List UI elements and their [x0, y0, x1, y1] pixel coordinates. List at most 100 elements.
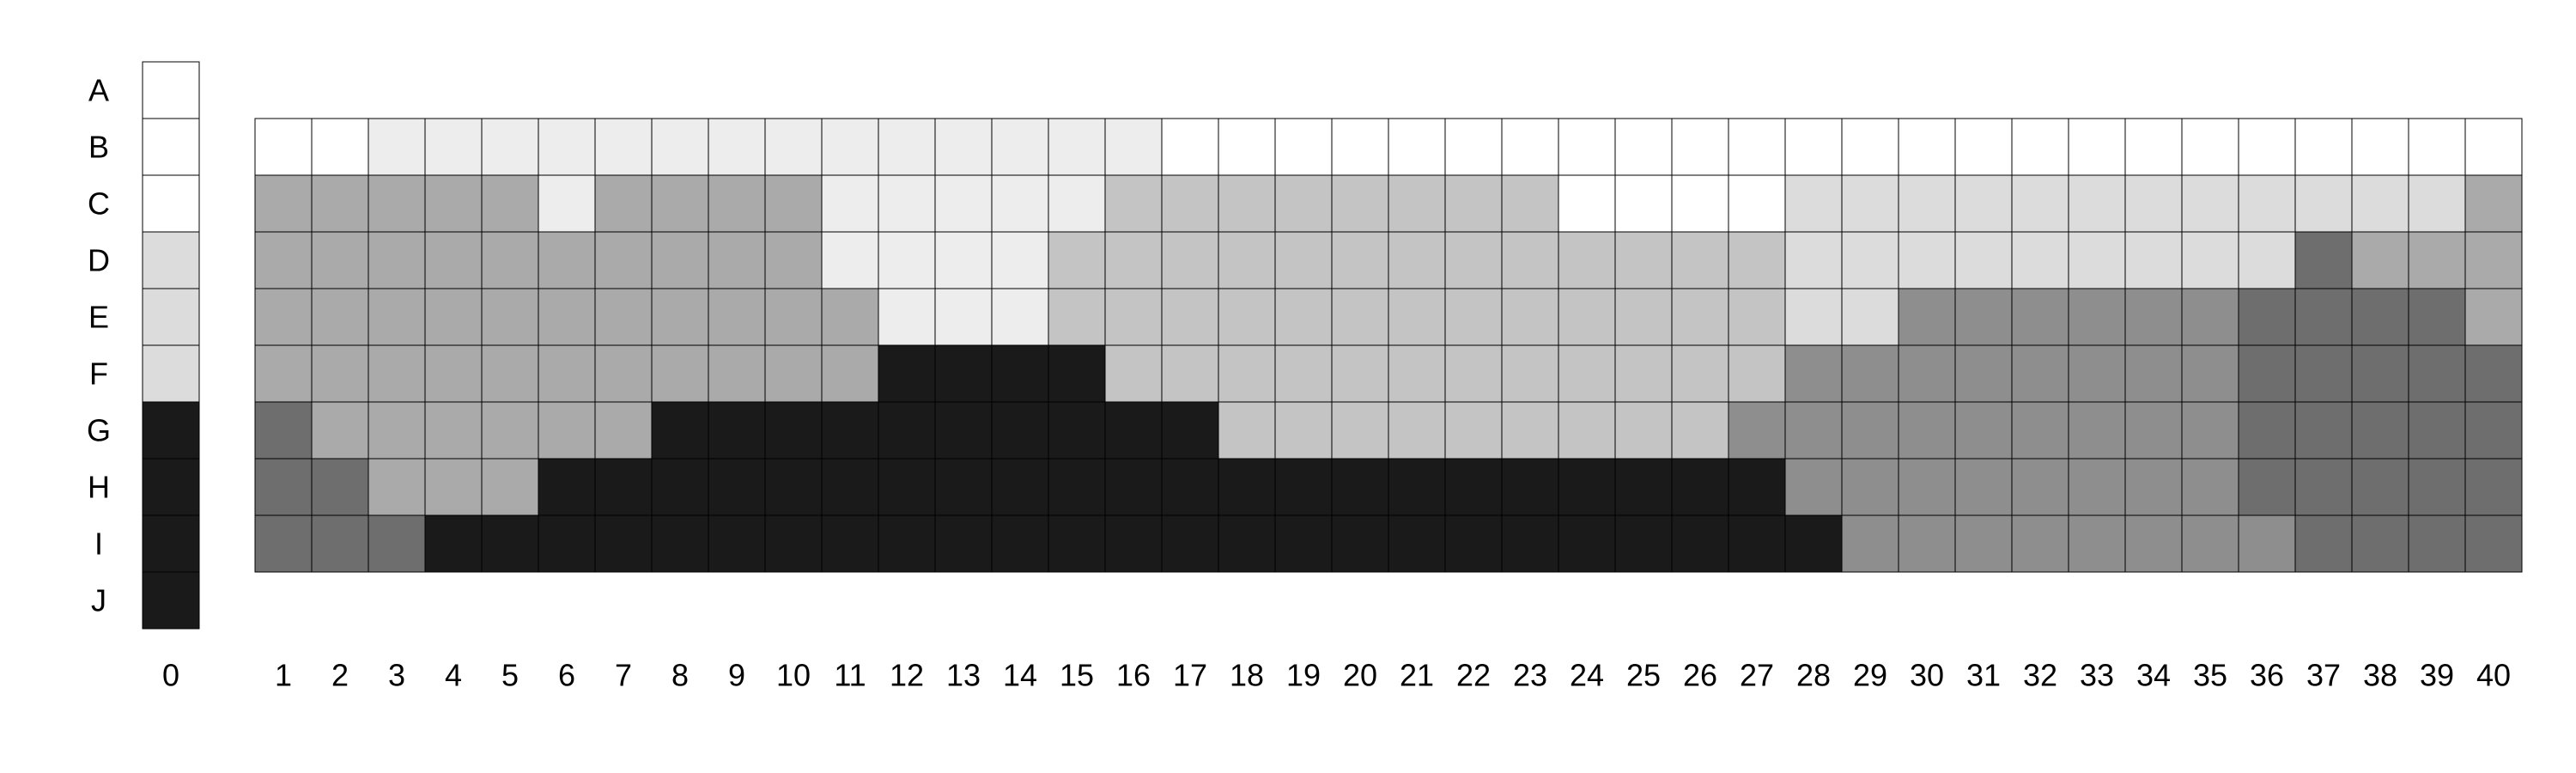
- heatmap-cell-g-4: [424, 401, 483, 460]
- heatmap-cell-h-35: [2181, 458, 2239, 516]
- column-label-31: 31: [1966, 658, 2001, 693]
- heatmap-cell-h-32: [2011, 458, 2069, 516]
- heatmap-cell-c-7: [594, 174, 653, 233]
- heatmap-cell-i-15: [1048, 514, 1106, 573]
- heatmap-cell-d-32: [2011, 231, 2069, 289]
- column-label-34: 34: [2136, 658, 2171, 693]
- heatmap-cell-h-13: [934, 458, 993, 516]
- heatmap-cell-b-40: [2464, 118, 2523, 176]
- heatmap-cell-c-35: [2181, 174, 2239, 233]
- heatmap-cell-e-25: [1614, 288, 1673, 346]
- heatmap-cell-b-22: [1444, 118, 1503, 176]
- column-label-35: 35: [2193, 658, 2227, 693]
- heatmap-cell-e-27: [1728, 288, 1786, 346]
- heatmap-cell-f-27: [1728, 344, 1786, 403]
- heatmap-cell-i-11: [821, 514, 879, 573]
- heatmap-cell-i-28: [1784, 514, 1843, 573]
- heatmap-cell-c-20: [1331, 174, 1389, 233]
- heatmap-cell-i-37: [2294, 514, 2353, 573]
- heatmap-matrix: [254, 118, 2523, 573]
- heatmap-cell-e-5: [481, 288, 539, 346]
- heatmap-cell-e-17: [1161, 288, 1219, 346]
- heatmap-cell-f-28: [1784, 344, 1843, 403]
- heatmap-cell-d-5: [481, 231, 539, 289]
- heatmap-cell-e-1: [254, 288, 313, 346]
- heatmap-cell-d-25: [1614, 231, 1673, 289]
- heatmap-cell-c-34: [2124, 174, 2183, 233]
- heatmap-cell-i-7: [594, 514, 653, 573]
- heatmap-cell-e-3: [368, 288, 426, 346]
- heatmap-cell-d-4: [424, 231, 483, 289]
- heatmap-cell-g-9: [708, 401, 766, 460]
- column-label-22: 22: [1456, 658, 1491, 693]
- column-label-19: 19: [1286, 658, 1321, 693]
- heatmap-cell-f-39: [2408, 344, 2466, 403]
- column-label-1: 1: [275, 658, 292, 693]
- heatmap-cell-b-33: [2068, 118, 2126, 176]
- heatmap-cell-g-26: [1671, 401, 1729, 460]
- heatmap-cell-f-30: [1898, 344, 1956, 403]
- heatmap-cell-g-27: [1728, 401, 1786, 460]
- heatmap-cell-i-6: [538, 514, 596, 573]
- row-label-d: D: [88, 243, 110, 278]
- heatmap-cell-c-1: [254, 174, 313, 233]
- heatmap-cell-e-32: [2011, 288, 2069, 346]
- heatmap-cell-f-37: [2294, 344, 2353, 403]
- heatmap-cell-d-8: [651, 231, 709, 289]
- heatmap-cell-d-24: [1558, 231, 1616, 289]
- heatmap-cell-i-17: [1161, 514, 1219, 573]
- heatmap-cell-e-39: [2408, 288, 2466, 346]
- column-label-25: 25: [1626, 658, 1661, 693]
- row-label-a: A: [88, 73, 109, 108]
- heatmap-cell-e-2: [311, 288, 369, 346]
- heatmap-cell-e-7: [594, 288, 653, 346]
- heatmap-cell-b-19: [1274, 118, 1333, 176]
- heatmap-cell-b-39: [2408, 118, 2466, 176]
- column-label-29: 29: [1853, 658, 1887, 693]
- heatmap-cell-i-29: [1841, 514, 1899, 573]
- heatmap-cell-c-30: [1898, 174, 1956, 233]
- heatmap-cell-h-33: [2068, 458, 2126, 516]
- heatmap-cell-i-2: [311, 514, 369, 573]
- heatmap-cell-f-21: [1388, 344, 1446, 403]
- heatmap-cell-c-10: [764, 174, 823, 233]
- key-cell-d: [142, 231, 200, 289]
- column-label-6: 6: [558, 658, 575, 693]
- heatmap-cell-f-22: [1444, 344, 1503, 403]
- heatmap-cell-d-2: [311, 231, 369, 289]
- heatmap-cell-i-36: [2238, 514, 2296, 573]
- heatmap-cell-i-3: [368, 514, 426, 573]
- heatmap-cell-h-2: [311, 458, 369, 516]
- heatmap-cell-d-9: [708, 231, 766, 289]
- heatmap-cell-e-29: [1841, 288, 1899, 346]
- heatmap-cell-b-36: [2238, 118, 2296, 176]
- heatmap-cell-f-26: [1671, 344, 1729, 403]
- heatmap-cell-g-11: [821, 401, 879, 460]
- heatmap-cell-f-10: [764, 344, 823, 403]
- heatmap-cell-c-18: [1218, 174, 1276, 233]
- heatmap-cell-e-26: [1671, 288, 1729, 346]
- heatmap-cell-g-37: [2294, 401, 2353, 460]
- heatmap-cell-h-17: [1161, 458, 1219, 516]
- heatmap-cell-b-16: [1104, 118, 1163, 176]
- heatmap-cell-h-20: [1331, 458, 1389, 516]
- heatmap-cell-d-30: [1898, 231, 1956, 289]
- heatmap-cell-e-15: [1048, 288, 1106, 346]
- heatmap-cell-i-23: [1501, 514, 1559, 573]
- heatmap-cell-f-24: [1558, 344, 1616, 403]
- heatmap-cell-f-31: [1954, 344, 2013, 403]
- heatmap-cell-h-39: [2408, 458, 2466, 516]
- heatmap-cell-e-38: [2351, 288, 2409, 346]
- column-label-30: 30: [1910, 658, 1944, 693]
- heatmap-cell-d-22: [1444, 231, 1503, 289]
- heatmap-cell-c-28: [1784, 174, 1843, 233]
- heatmap-cell-b-15: [1048, 118, 1106, 176]
- heatmap-cell-c-17: [1161, 174, 1219, 233]
- heatmap-cell-h-40: [2464, 458, 2523, 516]
- heatmap-cell-h-9: [708, 458, 766, 516]
- heatmap-cell-d-7: [594, 231, 653, 289]
- heatmap-cell-g-35: [2181, 401, 2239, 460]
- heatmap-cell-d-28: [1784, 231, 1843, 289]
- heatmap-cell-f-6: [538, 344, 596, 403]
- heatmap-cell-c-14: [991, 174, 1049, 233]
